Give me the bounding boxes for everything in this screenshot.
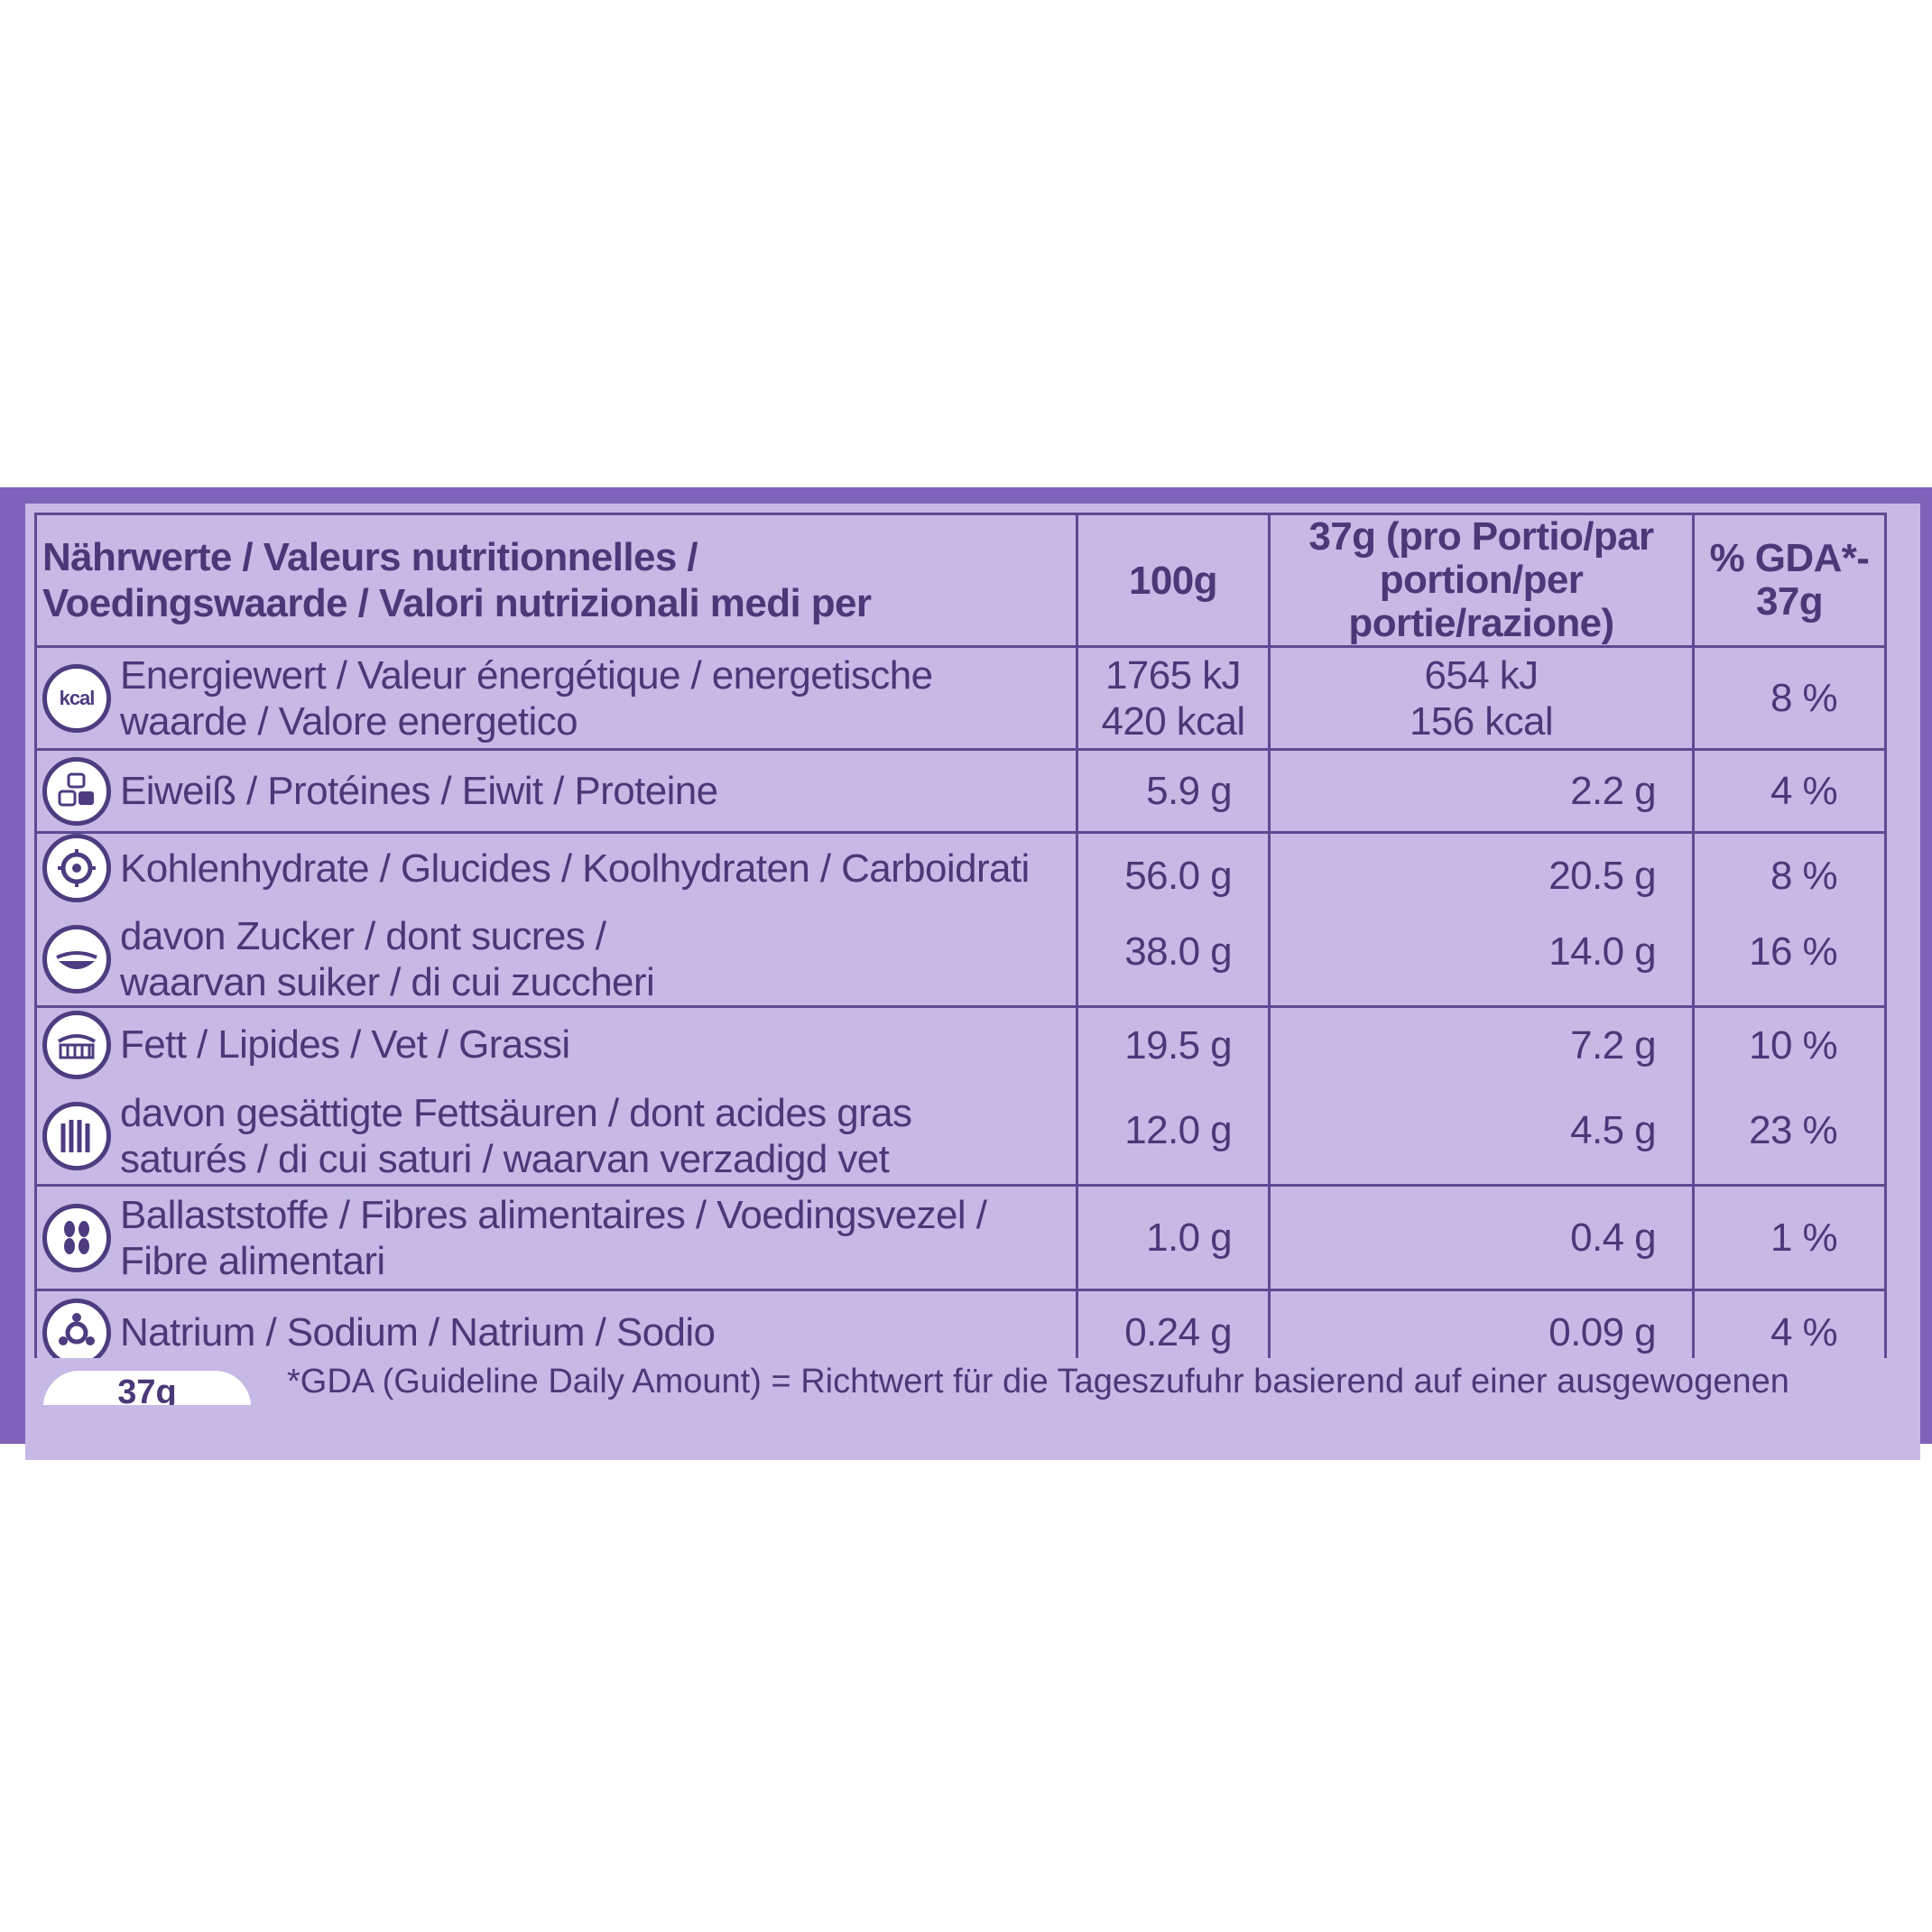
sodium-label: Natrium / Sodium / Natrium / Sodio	[120, 1310, 716, 1354]
sugar-icon	[42, 925, 111, 994]
sugar-portion: 14.0 g	[1548, 929, 1656, 974]
energy-100g-kj: 1765 kJ	[1105, 652, 1242, 698]
energy-label-line2: waarde / Valore energetico	[120, 698, 578, 744]
header-100g: 100g	[1076, 513, 1271, 648]
header-label-line2: Voedingswaarde / Valori nutrizionali med…	[42, 581, 872, 625]
header-portion-line1: 37g (pro Portio/par	[1308, 514, 1654, 559]
table-row-carbohydrates: Kohlenhydrate / Glucides / Koolhydraten …	[34, 831, 1887, 1008]
fibre-100g: 1.0 g	[1076, 1184, 1271, 1291]
carbohydrate-portion: 20.5 g	[1548, 854, 1656, 898]
portion-badge: 37g	[43, 1371, 251, 1405]
energy-100g-kcal: 420 kcal	[1101, 698, 1245, 744]
sugar-100g: 38.0 g	[1124, 929, 1232, 974]
gda-footnote-text: *GDA (Guideline Daily Amount) = Richtwer…	[287, 1363, 1789, 1400]
energy-portion-kcal: 156 kcal	[1409, 698, 1554, 744]
fat-label: Fett / Lipides / Vet / Grassi	[120, 1022, 570, 1067]
fibre-gda: 1 %	[1692, 1184, 1887, 1291]
table-row-fat: Fett / Lipides / Vet / Grassi davon gesä…	[34, 1005, 1887, 1187]
carbohydrate-label: Kohlenhydrate / Glucides / Koolhydraten …	[120, 846, 1030, 891]
fat-icon	[42, 1010, 111, 1079]
header-gda-line1: % GDA*-	[1709, 536, 1870, 580]
protein-label: Eiweiß / Protéines / Eiwit / Proteine	[120, 769, 718, 813]
table-header-row: Nährwerte / Valeurs nutritionnelles / Vo…	[34, 513, 1887, 648]
saturated-fat-label-line1: davon gesättigte Fettsäuren / dont acide…	[120, 1090, 912, 1135]
energy-label-line1: Energiewert / Valeur énergétique / energ…	[120, 652, 933, 698]
header-label-cell: Nährwerte / Valeurs nutritionnelles / Vo…	[34, 513, 1078, 648]
fibre-portion: 0.4 g	[1268, 1184, 1695, 1291]
fibre-label-line2: Fibre alimentari	[120, 1238, 385, 1283]
saturated-fat-gda: 23 %	[1749, 1107, 1837, 1152]
table-row-fibre: Ballaststoffe / Fibres alimentaires / Vo…	[34, 1184, 1887, 1291]
table-row-energy: kcal Energiewert / Valeur énergétique / …	[34, 645, 1887, 751]
fibre-icon	[42, 1203, 111, 1272]
protein-100g: 5.9 g	[1076, 748, 1271, 834]
nutrition-table: Nährwerte / Valeurs nutritionnelles / Vo…	[34, 513, 1887, 1376]
header-gda-cell: % GDA*- 37g	[1692, 513, 1887, 648]
energy-gda: 8 %	[1692, 645, 1887, 751]
protein-portion: 2.2 g	[1268, 748, 1695, 834]
fibre-label-line1: Ballaststoffe / Fibres alimentaires / Vo…	[120, 1192, 987, 1237]
header-label-line1: Nährwerte / Valeurs nutritionnelles /	[42, 535, 698, 579]
table-row-protein: Eiweiß / Protéines / Eiwit / Proteine 5.…	[34, 748, 1887, 834]
fat-portion: 7.2 g	[1570, 1022, 1656, 1068]
gda-footnote: 37g *GDA (Guideline Daily Amount) = Richt…	[25, 1358, 1920, 1405]
header-portion-cell: 37g (pro Portio/par portion/per portie/r…	[1268, 513, 1695, 648]
energy-portion-kj: 654 kJ	[1424, 652, 1539, 698]
sugar-label-line2: waarvan suiker / di cui zuccheri	[120, 960, 655, 1004]
sugar-gda: 16 %	[1749, 929, 1837, 974]
carbohydrate-gda: 8 %	[1770, 854, 1838, 898]
sugar-label-line1: davon Zucker / dont sucres /	[120, 914, 606, 958]
fat-100g: 19.5 g	[1124, 1022, 1232, 1068]
saturated-fat-icon	[42, 1101, 111, 1170]
sodium-icon	[42, 1298, 111, 1367]
carbohydrate-100g: 56.0 g	[1124, 854, 1232, 898]
carbohydrate-icon	[42, 834, 111, 902]
protein-icon	[42, 756, 111, 826]
kcal-icon: kcal	[42, 663, 111, 733]
header-portion-line2: portion/per portie/razione)	[1348, 558, 1614, 645]
header-gda-line2: 37g	[1755, 579, 1824, 624]
protein-gda: 4 %	[1692, 748, 1887, 834]
fat-gda: 10 %	[1749, 1022, 1837, 1068]
saturated-fat-100g: 12.0 g	[1124, 1107, 1232, 1152]
saturated-fat-label-line2: saturés / di cui saturi / waarvan verzad…	[120, 1136, 890, 1181]
saturated-fat-portion: 4.5 g	[1570, 1107, 1656, 1152]
